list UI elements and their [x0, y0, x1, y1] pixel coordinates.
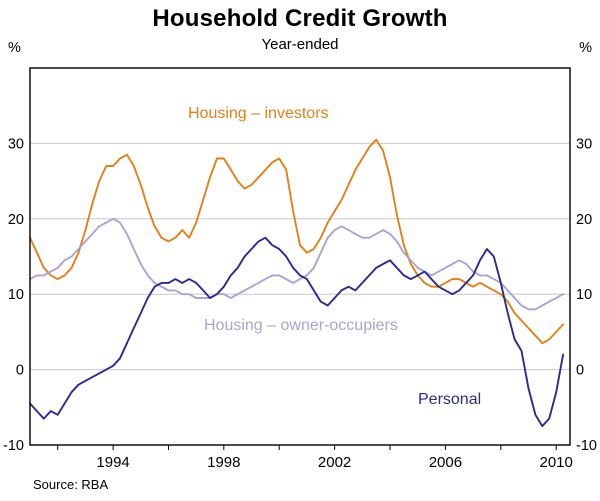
y-axis-unit-right: %: [579, 40, 592, 56]
source-note: Source: RBA: [33, 477, 109, 492]
x-tick-label: 2006: [429, 454, 462, 471]
y-tick-label-right: 30: [576, 136, 592, 152]
x-tick-label: 2010: [540, 454, 573, 471]
y-tick-label-left: 20: [8, 212, 24, 228]
y-tick-label-left: 10: [8, 287, 24, 303]
series-line-housing-investors: [29, 138, 565, 345]
series-line-personal: [29, 236, 565, 428]
series-label-personal: Personal: [418, 391, 482, 408]
y-tick-label-left: 0: [16, 363, 24, 379]
y-tick-label-right: -10: [576, 438, 597, 454]
y-tick-label-left: 30: [8, 136, 24, 152]
y-tick-label-right: 10: [576, 287, 592, 303]
y-axis-unit-left: %: [8, 40, 21, 56]
chart-title: Household Credit Growth: [152, 5, 448, 32]
y-tick-label-left: -10: [3, 438, 24, 454]
series-label-housing-investors: Housing – investors: [188, 105, 329, 122]
y-tick-label-right: 0: [576, 363, 584, 379]
x-tick-label: 1994: [96, 454, 129, 471]
y-tick-label-right: 20: [576, 212, 592, 228]
plot-frame: [29, 67, 571, 446]
chart-subtitle: Year-ended: [261, 36, 339, 53]
x-tick-label: 1998: [207, 454, 240, 471]
x-tick-label: 2002: [318, 454, 351, 471]
series-label-housing-owner-occupiers: Housing – owner-occupiers: [204, 317, 398, 334]
